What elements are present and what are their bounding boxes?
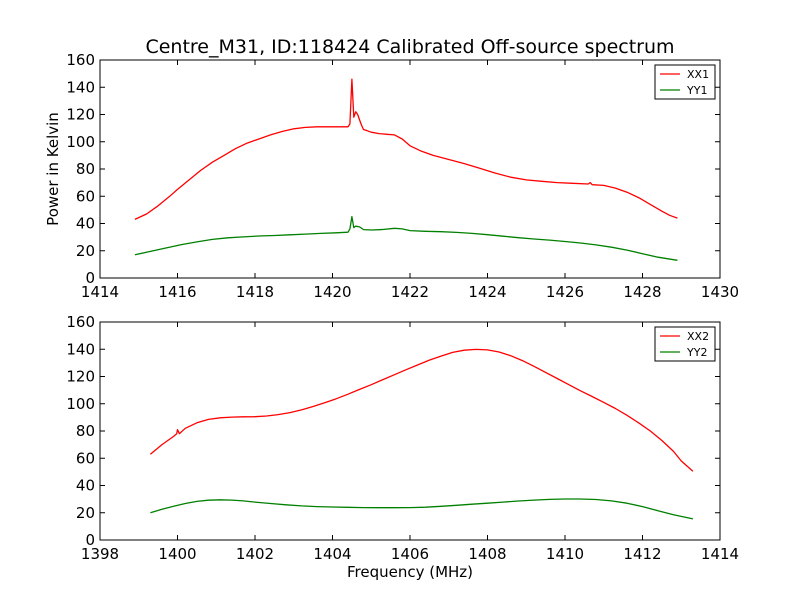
y-tick-label: 160	[66, 313, 95, 331]
x-tick-label: 1406	[391, 545, 429, 563]
y-tick-label: 120	[66, 368, 95, 386]
y-tick-label: 80	[76, 160, 95, 178]
y-tick-label: 100	[66, 395, 95, 413]
x-tick-label: 1404	[313, 545, 351, 563]
x-tick-label: 1414	[701, 545, 739, 563]
y-tick-label: 0	[85, 269, 95, 287]
top-spectrum-panel: 1414 1416 1418 1420 1422 1424 1426 1428 1430 0 20 4…	[44, 51, 739, 301]
y-tick-label: 60	[76, 449, 95, 467]
y-tick-label: 40	[76, 215, 95, 233]
y-tick-label: 40	[76, 477, 95, 495]
y-tick-label: 140	[66, 78, 95, 96]
y-tick-label: 20	[76, 504, 95, 522]
x-tick-label: 1430	[701, 283, 739, 301]
x-tick-label: 1408	[468, 545, 506, 563]
x-tick-label: 1420	[313, 283, 351, 301]
y-tick-label: 20	[76, 242, 95, 260]
y-axis-label: Power in Kelvin	[44, 112, 62, 226]
chart-title: Centre_M31, ID:118424 Calibrated Off-sou…	[145, 36, 674, 58]
legend-box	[654, 326, 716, 362]
legend-box	[654, 64, 716, 100]
series-line-xx2	[149, 348, 694, 472]
y-tick-label: 160	[66, 51, 95, 69]
x-tick-label: 1422	[391, 283, 429, 301]
x-tick-label: 1398	[81, 545, 119, 563]
legend-entry: YY2	[686, 346, 707, 359]
series-line-xx1	[134, 78, 678, 220]
y-tick-label: 100	[66, 133, 95, 151]
x-tick-label: 1402	[236, 545, 274, 563]
plot-frame	[99, 59, 721, 279]
x-axis-label: Frequency (MHz)	[347, 563, 473, 581]
x-tick-label: 1414	[81, 283, 119, 301]
x-tick-label: 1412	[623, 545, 661, 563]
x-tick-label: 1426	[546, 283, 584, 301]
y-tick-label: 120	[66, 106, 95, 124]
plot-frame	[99, 321, 721, 541]
y-tick-label: 60	[76, 187, 95, 205]
x-tick-label: 1418	[236, 283, 274, 301]
legend-entry: YY1	[686, 84, 707, 97]
x-tick-label: 1410	[546, 545, 584, 563]
legend-entry: XX1	[687, 68, 709, 81]
x-tick-label: 1416	[158, 283, 196, 301]
x-tick-label: 1428	[623, 283, 661, 301]
y-tick-label: 80	[76, 422, 95, 440]
series-line-yy1	[134, 216, 678, 261]
y-tick-label: 140	[66, 340, 95, 358]
bottom-spectrum-panel: 1398 1400 1402 1404 1406 1408 1410 1412 1414 0 20 4…	[66, 313, 739, 581]
legend-entry: XX2	[687, 330, 709, 343]
y-tick-label: 0	[85, 531, 95, 549]
x-tick-label: 1424	[468, 283, 506, 301]
x-tick-label: 1400	[158, 545, 196, 563]
series-line-yy2	[150, 498, 694, 520]
